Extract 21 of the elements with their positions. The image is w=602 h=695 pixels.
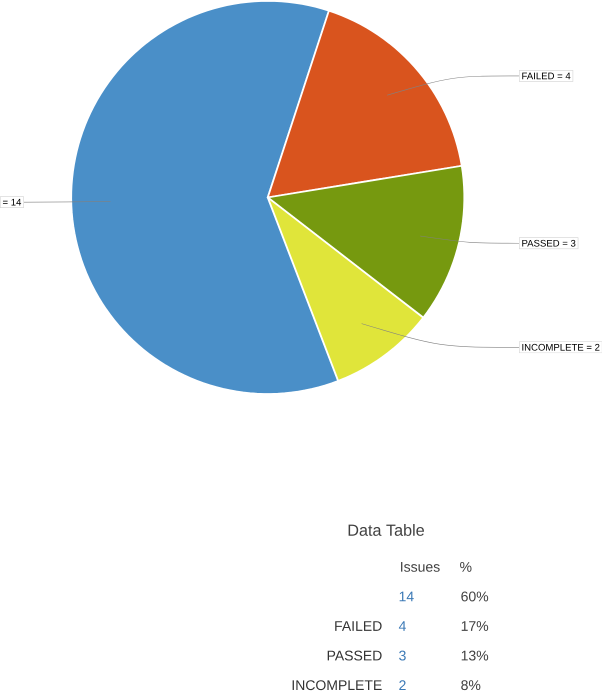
text: 14 — [399, 592, 414, 602]
slice-label: PASSED — [522, 240, 559, 247]
text: 17% — [461, 621, 488, 631]
text: 3 — [398, 650, 406, 661]
data-label: = 14 — [2, 198, 21, 206]
text: Data Table — [348, 524, 424, 536]
data-label: = 4 — [557, 72, 570, 80]
text: Issues — [400, 562, 440, 572]
text: FAILED — [335, 621, 382, 631]
data-label: = 2 — [586, 344, 600, 351]
text: 2 — [399, 680, 406, 690]
text: 13% — [461, 650, 488, 661]
text: % — [460, 562, 472, 572]
text: INCOMPLETE — [292, 680, 382, 690]
text: PASSED — [327, 650, 382, 661]
text: 60% — [461, 592, 488, 602]
slice-label: FAILED — [522, 72, 554, 80]
slice-label: INCOMPLETE — [522, 344, 584, 351]
text: 8% — [461, 680, 480, 690]
data-label: = 3 — [562, 240, 576, 247]
text: 4 — [398, 621, 406, 631]
